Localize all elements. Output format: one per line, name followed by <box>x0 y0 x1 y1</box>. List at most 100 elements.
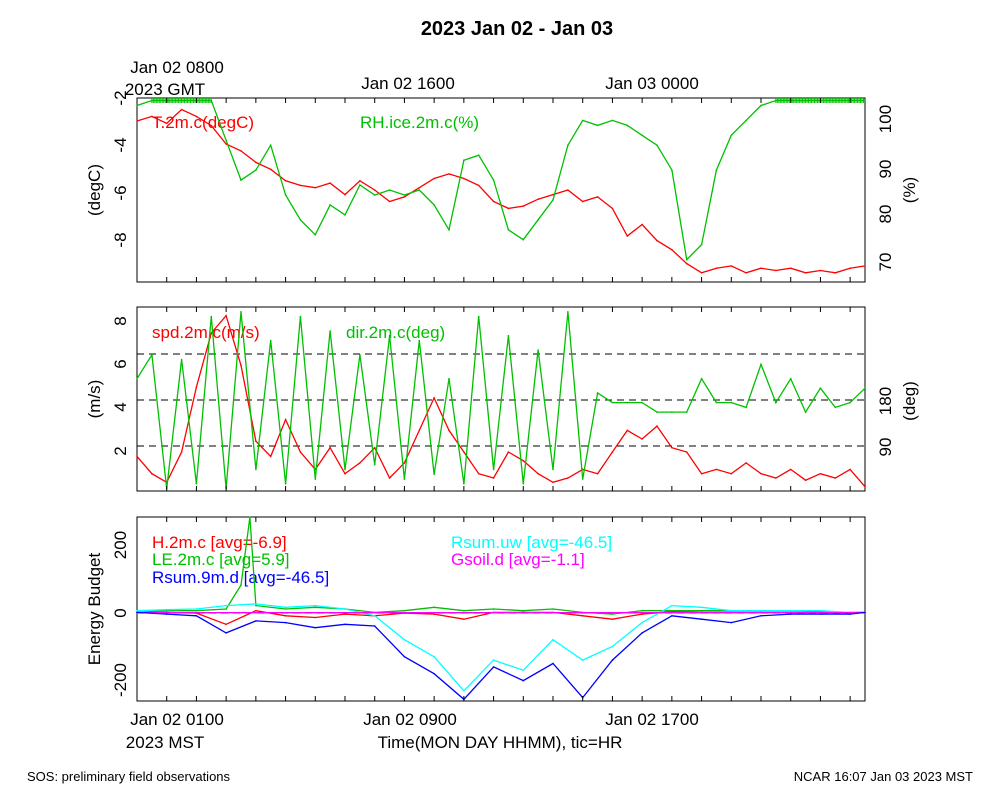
data-point <box>804 272 807 274</box>
data-point <box>567 311 569 313</box>
data-point <box>507 334 510 337</box>
data-point <box>463 159 465 161</box>
data-point <box>700 377 703 380</box>
y-tick-label-left: 8 <box>111 316 130 325</box>
data-point <box>685 258 688 261</box>
data-point <box>804 411 807 413</box>
series-line-t-2m-c-degc <box>136 108 866 274</box>
data-point <box>388 200 391 203</box>
data-point <box>210 315 213 318</box>
data-point <box>789 613 792 615</box>
data-point <box>359 180 361 182</box>
data-point <box>507 207 510 210</box>
data-point <box>626 401 629 404</box>
top-axis-tick-label: Jan 02 1600 <box>361 74 455 93</box>
data-point <box>641 401 643 404</box>
data-point <box>225 608 227 610</box>
data-point <box>581 615 584 617</box>
data-point <box>344 613 346 615</box>
data-point <box>760 104 762 107</box>
top-axis-tz-label: 2023 GMT <box>125 80 205 99</box>
data-point <box>656 411 658 413</box>
data-point <box>715 401 718 404</box>
data-point <box>284 418 287 421</box>
data-point <box>403 609 406 612</box>
data-point <box>864 387 866 390</box>
data-point <box>596 196 599 198</box>
data-point <box>775 477 777 479</box>
data-point <box>180 358 183 361</box>
data-point <box>492 608 495 610</box>
bottom-axis-tick-label: Jan 02 0100 <box>130 710 224 729</box>
y-tick-label-left: 200 <box>111 531 130 559</box>
data-point <box>388 189 391 191</box>
footer-right: NCAR 16:07 Jan 03 2023 MST <box>794 769 973 784</box>
data-point <box>715 267 718 270</box>
data-point <box>314 626 317 629</box>
data-point <box>463 609 465 612</box>
data-point <box>314 604 317 607</box>
data-point <box>760 363 762 366</box>
data-point <box>671 615 673 617</box>
data-point <box>269 168 272 171</box>
data-point <box>492 659 495 661</box>
tick-layer <box>136 98 851 701</box>
data-point <box>641 223 643 226</box>
data-point <box>611 613 614 615</box>
data-point <box>522 609 525 612</box>
data-point <box>418 429 421 432</box>
data-point <box>373 194 376 196</box>
y-tick-label-right: 100 <box>876 105 895 133</box>
data-point <box>745 462 747 464</box>
data-point <box>388 477 391 479</box>
data-point <box>730 265 733 267</box>
chart-title: 2023 Jan 02 - Jan 03 <box>421 18 613 40</box>
data-point <box>849 468 851 471</box>
data-point <box>671 446 673 449</box>
data-point <box>165 608 168 611</box>
data-point <box>819 387 822 390</box>
data-point <box>195 608 198 610</box>
data-point <box>284 483 287 485</box>
data-point <box>552 638 554 641</box>
y-tick-label-left: 2 <box>111 446 130 455</box>
data-point <box>671 609 673 612</box>
data-point <box>284 606 287 609</box>
data-point <box>210 124 213 127</box>
data-point <box>552 481 554 484</box>
data-point <box>567 144 569 146</box>
data-point <box>507 451 510 453</box>
data-point <box>344 193 346 196</box>
data-point <box>552 468 554 471</box>
y-tick-label-right: 90 <box>876 438 895 457</box>
data-point <box>492 666 495 668</box>
data-point <box>745 272 747 274</box>
data-point <box>492 468 495 471</box>
data-point <box>136 120 138 122</box>
data-point <box>700 618 703 620</box>
data-point <box>240 584 242 586</box>
data-point <box>537 349 539 351</box>
data-point <box>299 219 302 221</box>
data-point <box>671 249 673 251</box>
data-point <box>864 611 866 614</box>
data-point <box>388 334 391 337</box>
data-point <box>448 229 450 231</box>
data-point <box>760 472 762 475</box>
data-point <box>284 194 287 196</box>
data-point <box>522 238 525 241</box>
data-point <box>685 411 688 413</box>
legend-sensible-heat: H.2m.c [avg=-6.9] <box>152 533 287 552</box>
data-point <box>418 189 421 191</box>
y-tick-label-left: -2 <box>111 90 130 105</box>
data-point <box>760 267 762 270</box>
data-point <box>745 406 747 409</box>
data-point <box>136 104 138 107</box>
data-point <box>314 616 317 619</box>
data-point <box>329 204 331 206</box>
data-point <box>834 272 837 274</box>
data-point <box>195 386 198 388</box>
data-point <box>537 219 539 221</box>
data-point <box>448 377 450 380</box>
data-point <box>567 477 569 479</box>
